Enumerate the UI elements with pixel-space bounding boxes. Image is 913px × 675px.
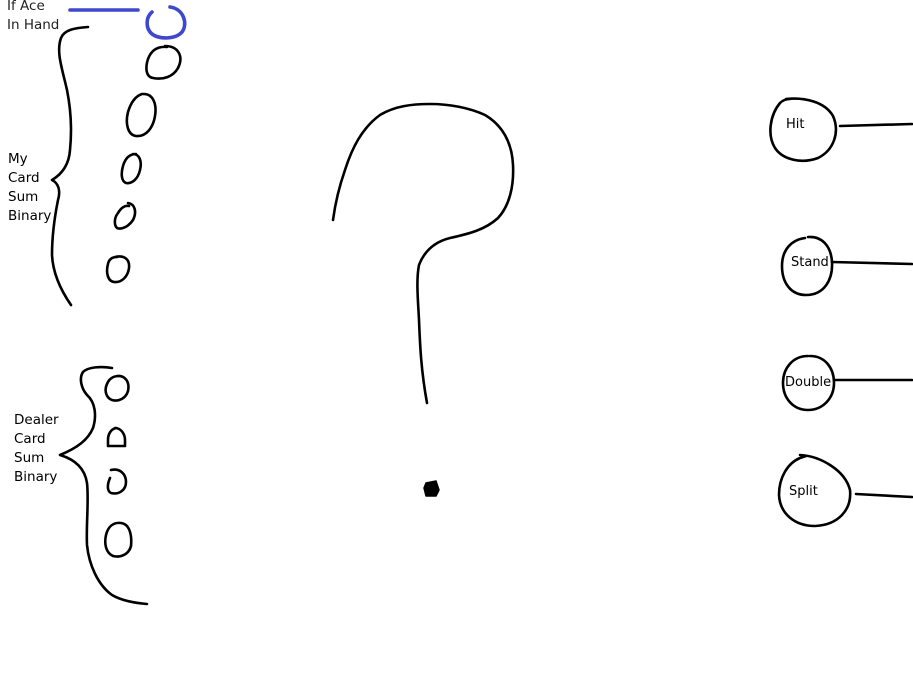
my-card-sum-node-5 (105, 255, 131, 284)
my-card-sum-label: My Card Sum Binary (8, 150, 51, 226)
my-card-sum-node-2 (125, 92, 157, 138)
dealer-card-sum-label-line-1: Dealer (14, 412, 59, 428)
dealer-card-sum-label-line-3: Sum (14, 450, 45, 466)
output-node-stand (780, 235, 834, 297)
dealer-card-sum-label: Dealer Card Sum Binary (14, 411, 59, 487)
dealer-card-sum-node-3 (106, 468, 128, 495)
my-card-sum-label-line-1: My (8, 151, 28, 167)
my-card-sum-bracket (50, 25, 90, 307)
dealer-card-sum-label-line-2: Card (14, 431, 46, 447)
output-label-split: Split (789, 484, 818, 499)
dealer-card-sum-node-4 (103, 521, 133, 558)
my-card-sum-node-1 (145, 44, 182, 80)
output-line-split (854, 492, 913, 499)
dealer-card-sum-label-line-4: Binary (14, 469, 58, 485)
output-line-hit (838, 122, 913, 128)
output-node-double (781, 354, 836, 412)
my-card-sum-label-line-2: Card (8, 170, 40, 186)
dealer-card-sum-bracket (58, 365, 149, 606)
output-node-split (777, 453, 852, 528)
dealer-card-sum-node-2 (106, 426, 127, 448)
question-mark-dot (423, 480, 440, 497)
my-card-sum-node-4 (113, 201, 137, 230)
ace-input-label: If Ace In Hand (7, 0, 59, 35)
output-node-hit (769, 97, 838, 162)
dealer-card-sum-node-1 (104, 374, 130, 402)
output-line-stand (830, 260, 913, 266)
ace-label-line-2: In Hand (7, 17, 60, 33)
output-label-stand: Stand (791, 255, 829, 270)
my-card-sum-label-line-3: Sum (8, 189, 39, 205)
my-card-sum-node-3 (120, 152, 143, 185)
ace-label-line-1: If Ace (7, 0, 45, 14)
my-card-sum-label-line-4: Binary (8, 208, 52, 224)
hidden-layer-question-mark (331, 102, 515, 405)
output-label-double: Double (785, 375, 832, 390)
ace-input-node (145, 5, 187, 40)
output-label-hit: Hit (786, 117, 805, 132)
